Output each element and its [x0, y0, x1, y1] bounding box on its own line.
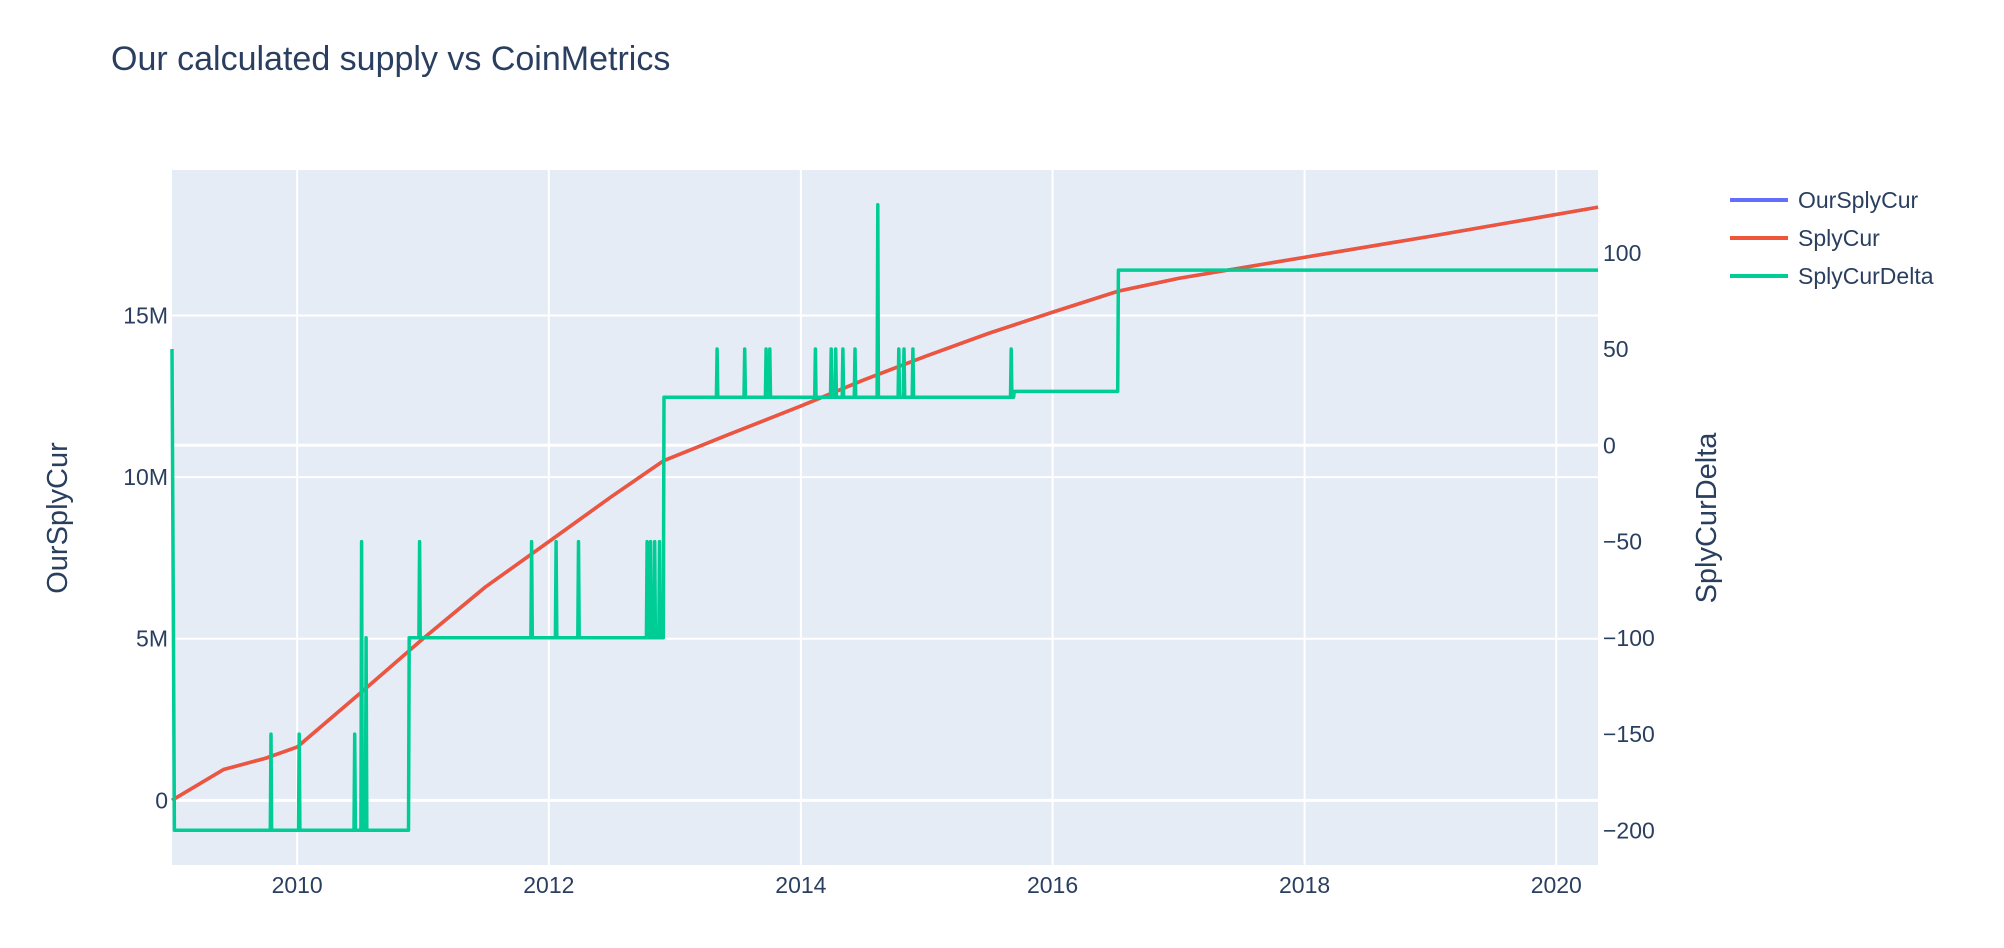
- y-right-tick-label: −100: [1603, 625, 1655, 651]
- y-axis-left-ticks: 0 5M 10M 15M: [123, 302, 168, 813]
- series-lines: [170, 202, 1599, 833]
- legend: OurSplyCur SplyCur SplyCurDelta: [1730, 187, 1934, 289]
- y-right-tick-label: 100: [1603, 240, 1641, 266]
- y-left-tick-label: 0: [155, 787, 168, 813]
- y-right-tick-label: 0: [1603, 432, 1616, 458]
- plot-area: [172, 170, 1598, 865]
- series-line-splycurdelta: [170, 202, 1598, 833]
- x-tick-label: 2010: [272, 872, 323, 898]
- x-tick-label: 2016: [1027, 872, 1078, 898]
- legend-item-oursplycur[interactable]: OurSplyCur: [1730, 187, 1918, 213]
- y-left-tick-label: 10M: [123, 464, 168, 490]
- x-tick-label: 2020: [1531, 872, 1582, 898]
- legend-label: SplyCurDelta: [1798, 263, 1934, 289]
- legend-label: SplyCur: [1798, 225, 1880, 251]
- y-axis-right-ticks: 100 50 0 −50 −100 −150 −200: [1603, 240, 1655, 844]
- series-line-splycur: [171, 205, 1599, 802]
- x-tick-label: 2018: [1279, 872, 1330, 898]
- y-axis-left-title: OurSplyCur: [42, 442, 74, 594]
- y-right-tick-label: −200: [1603, 817, 1655, 843]
- y-right-tick-label: −150: [1603, 721, 1655, 747]
- x-tick-label: 2012: [523, 872, 574, 898]
- legend-item-splycurdelta[interactable]: SplyCurDelta: [1730, 263, 1934, 289]
- x-tick-label: 2014: [775, 872, 826, 898]
- y-left-tick-label: 15M: [123, 302, 168, 328]
- y-right-tick-label: 50: [1603, 336, 1629, 362]
- chart-title: Our calculated supply vs CoinMetrics: [111, 40, 670, 78]
- y-right-tick-label: −50: [1603, 529, 1642, 555]
- y-left-tick-label: 5M: [136, 626, 168, 652]
- legend-item-splycur[interactable]: SplyCur: [1730, 225, 1880, 251]
- y-axis-right-title: SplyCurDelta: [1691, 432, 1723, 604]
- legend-label: OurSplyCur: [1798, 187, 1918, 213]
- x-axis-ticks: 2010 2012 2014 2016 2018 2020: [272, 872, 1582, 898]
